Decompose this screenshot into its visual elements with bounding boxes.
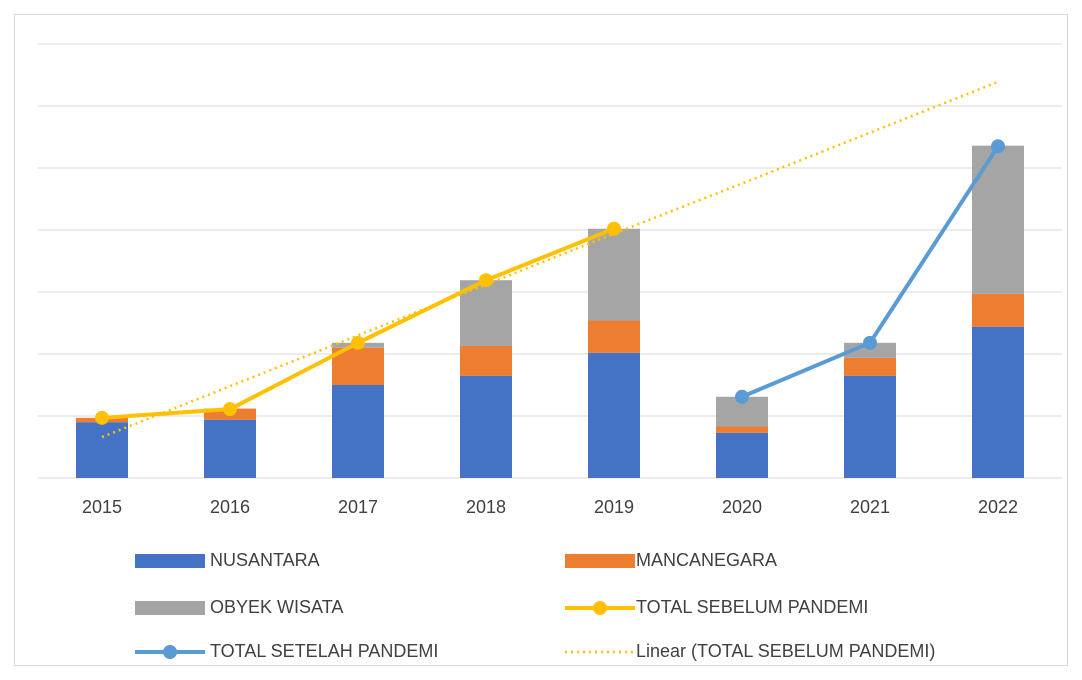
legend-swatch bbox=[593, 601, 607, 615]
legend-swatch bbox=[163, 645, 177, 659]
legend-label: NUSANTARA bbox=[210, 550, 320, 570]
bar-segment bbox=[588, 320, 640, 353]
legend-swatch bbox=[565, 554, 635, 568]
bar-segment bbox=[588, 228, 640, 321]
legend-swatch bbox=[135, 601, 205, 615]
x-tick-label: 2015 bbox=[82, 497, 122, 517]
x-tick-label: 2021 bbox=[850, 497, 890, 517]
bar-segment bbox=[460, 280, 512, 346]
bar-segment bbox=[332, 385, 384, 478]
line-point bbox=[223, 402, 237, 417]
legend-swatch bbox=[135, 554, 205, 568]
bar-segment bbox=[844, 375, 896, 478]
line-point bbox=[991, 139, 1005, 154]
legend-label: OBYEK WISATA bbox=[210, 597, 343, 617]
x-tick-label: 2018 bbox=[466, 497, 506, 517]
bar-segment bbox=[460, 345, 512, 376]
bar-segment bbox=[716, 426, 768, 433]
line-point bbox=[95, 410, 109, 425]
bar-segment bbox=[588, 352, 640, 478]
bar-segment bbox=[204, 419, 256, 478]
x-tick-label: 2017 bbox=[338, 497, 378, 517]
bar-segment bbox=[844, 357, 896, 376]
bar-segment bbox=[972, 326, 1024, 478]
legend-label: TOTAL SEBELUM PANDEMI bbox=[636, 597, 868, 617]
line-point bbox=[735, 389, 749, 404]
bar-segment bbox=[716, 432, 768, 478]
legend-label: Linear (TOTAL SEBELUM PANDEMI) bbox=[636, 641, 935, 661]
line-point bbox=[607, 221, 621, 236]
legend-label: TOTAL SETELAH PANDEMI bbox=[210, 641, 438, 661]
x-tick-label: 2019 bbox=[594, 497, 634, 517]
bar-segment bbox=[972, 145, 1024, 294]
legend-label: MANCANEGARA bbox=[636, 550, 777, 570]
x-tick-label: 2022 bbox=[978, 497, 1018, 517]
x-tick-label: 2020 bbox=[722, 497, 762, 517]
line-point bbox=[351, 335, 365, 350]
line-point bbox=[863, 335, 877, 350]
bar-segment bbox=[972, 293, 1024, 327]
x-tick-label: 2016 bbox=[210, 497, 250, 517]
bar-segment bbox=[460, 375, 512, 478]
line-point bbox=[479, 273, 493, 288]
